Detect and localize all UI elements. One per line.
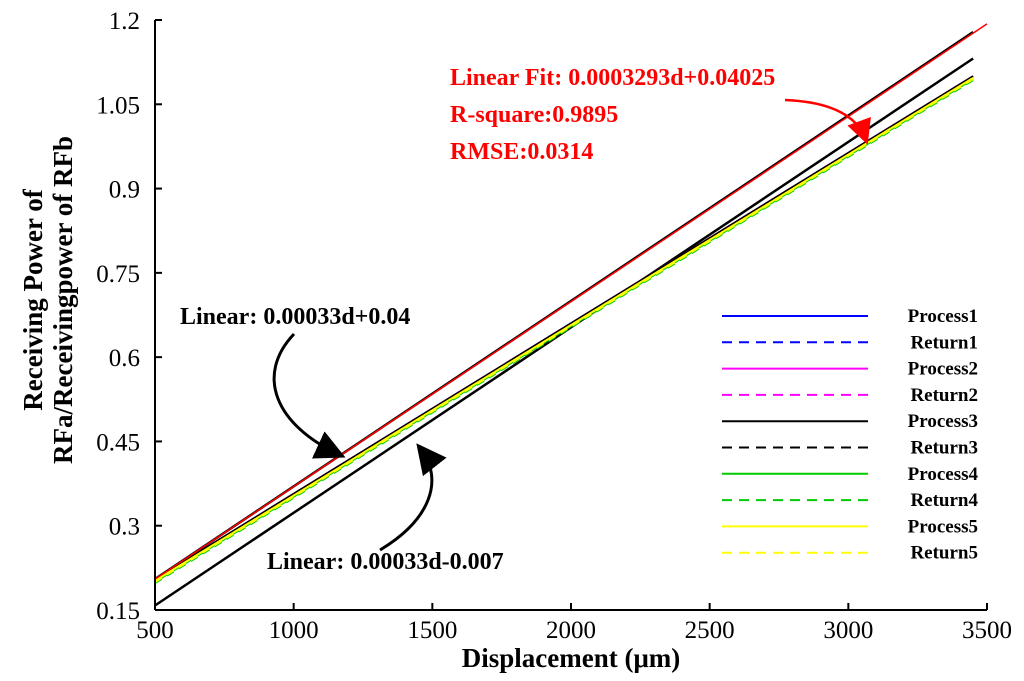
fit-rsquare-label: R-square:0.9895 (450, 102, 618, 128)
y-tick-label: 0.3 (109, 514, 140, 541)
fit-arrow (784, 98, 871, 145)
x-tick-label: 3500 (962, 617, 1012, 644)
fit-rmse-label: RMSE:0.0314 (450, 139, 593, 165)
legend-label-process3: Process3 (908, 411, 978, 432)
legend-label-return2: Return2 (910, 385, 978, 406)
upper-bound-arrow (272, 332, 346, 459)
x-tick-label: 1500 (407, 617, 457, 644)
y-tick-label: 1.2 (109, 8, 140, 35)
y-tick-label: 0.45 (96, 429, 140, 456)
x-tick-label: 2500 (685, 617, 735, 644)
y-tick-label: 0.15 (96, 598, 140, 625)
lower-bound-label: Linear: 0.00033d-0.007 (267, 549, 504, 575)
legend-label-return5: Return5 (910, 543, 978, 564)
x-axis-title: Displacement (μm) (462, 643, 681, 673)
y-tick-label: 0.6 (109, 345, 140, 372)
legend-label-process2: Process2 (908, 359, 978, 380)
legend-label-process4: Process4 (908, 464, 979, 485)
upper-bound-label: Linear: 0.00033d+0.04 (180, 304, 410, 330)
series-line-process3 (154, 75, 974, 580)
y-axis-title-line2: RFa/Receivingpower of RFb (48, 136, 78, 464)
x-tick-label: 3000 (823, 617, 873, 644)
legend-label-process5: Process5 (908, 516, 978, 537)
lower-bound-arrow (379, 443, 447, 552)
series-line-return5 (154, 78, 974, 583)
legend-label-return3: Return3 (910, 438, 978, 459)
y-tick-label: 0.9 (109, 177, 140, 204)
legend-label-return4: Return4 (910, 490, 978, 511)
y-tick-label: 0.75 (96, 261, 140, 288)
x-tick-label: 1000 (269, 617, 319, 644)
x-tick-label: 500 (136, 617, 174, 644)
y-axis-title-line1: Receiving Power of (18, 188, 48, 410)
legend-label-process1: Process1 (908, 306, 978, 327)
legend-label-return1: Return1 (910, 332, 978, 353)
fit-equation-label: Linear Fit: 0.0003293d+0.04025 (450, 65, 775, 91)
y-tick-label: 1.05 (96, 92, 140, 119)
x-tick-label: 2000 (546, 617, 596, 644)
